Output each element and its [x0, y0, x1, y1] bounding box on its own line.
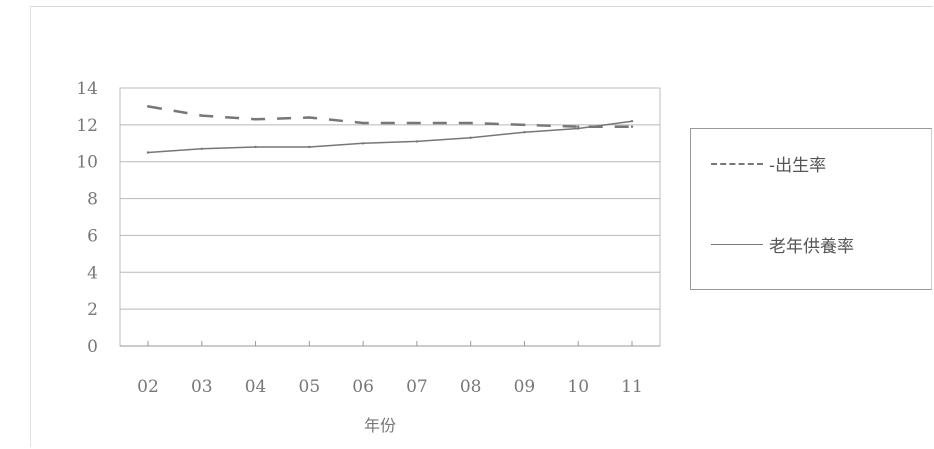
series-1-point	[254, 118, 257, 121]
series-1-point	[146, 105, 150, 108]
x-tick-label: 02	[137, 377, 159, 397]
legend: -出生率 老年供養率	[690, 128, 932, 290]
y-tick-label: 10	[76, 153, 98, 173]
x-axis-ticks: 02 03 04 05 06 07 08 09 10 11	[137, 341, 643, 397]
y-tick-label: 12	[76, 116, 98, 136]
legend-label: 老年供養率	[769, 237, 854, 257]
grid-lines	[120, 124, 660, 347]
x-tick-label: 06	[352, 377, 374, 397]
series-2-point	[361, 142, 365, 145]
series-1-point	[469, 121, 472, 125]
series-1-point	[308, 116, 311, 119]
series-1-point	[577, 125, 580, 128]
series-line-2	[147, 120, 633, 154]
legend-item-birth-rate: -出生率	[711, 151, 826, 176]
series-2-point	[523, 131, 526, 134]
x-tick-label: 03	[191, 377, 213, 397]
x-tick-label: 04	[245, 377, 267, 397]
x-axis-title: 年份	[364, 416, 396, 435]
series-2-point	[146, 151, 150, 154]
y-tick-label: 8	[87, 190, 98, 210]
series-1-point	[630, 125, 634, 128]
y-tick-label: 4	[87, 263, 98, 283]
x-tick-label: 08	[460, 377, 482, 397]
series-1-point	[523, 123, 526, 127]
legend-swatch-dashed	[711, 162, 763, 165]
x-tick-label: 11	[621, 377, 643, 397]
series-2-point	[415, 140, 419, 143]
y-tick-label: 0	[87, 337, 98, 357]
series-1-point	[415, 121, 419, 125]
series-2-point	[200, 147, 203, 151]
x-tick-label: 07	[406, 377, 428, 397]
x-tick-label: 09	[514, 377, 536, 397]
legend-item-elderly-support-ratio: 老年供養率	[711, 232, 854, 257]
legend-swatch-solid	[711, 244, 763, 245]
series-2-point	[308, 145, 311, 149]
series-2-point	[630, 119, 634, 123]
y-tick-label: 2	[87, 300, 98, 320]
plot-area	[119, 87, 661, 347]
y-tick-label: 6	[87, 226, 98, 246]
y-tick-label: 14	[76, 79, 98, 99]
x-tick-label: 10	[567, 377, 589, 397]
series-lines	[146, 105, 634, 154]
legend-label: -出生率	[769, 156, 827, 176]
y-axis-ticks: 0 2 4 6 8 10 12 14	[76, 79, 98, 357]
series-2-point	[469, 136, 472, 139]
series-2-point	[577, 127, 580, 130]
x-tick-label: 05	[299, 377, 321, 397]
series-1-point	[361, 121, 365, 125]
series-1-point	[200, 114, 203, 117]
series-line-1	[147, 105, 632, 128]
series-2-point	[254, 145, 257, 149]
chart-frame	[30, 6, 933, 447]
